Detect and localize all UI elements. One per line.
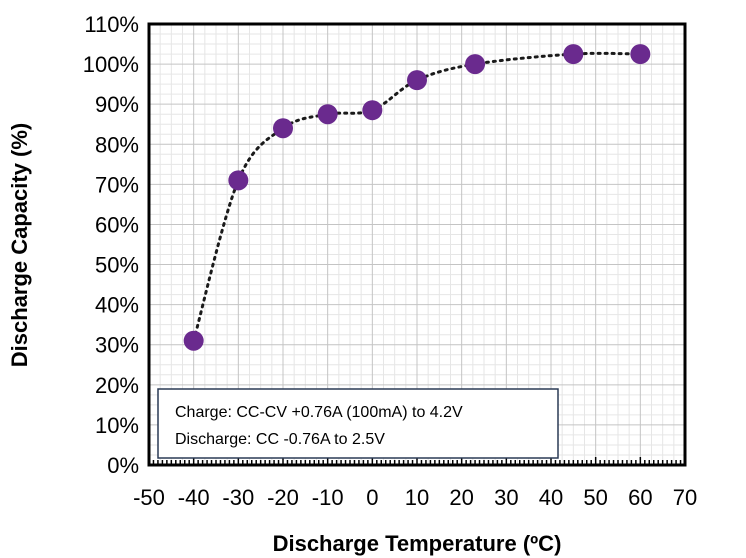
x-tick-label: 60 — [628, 485, 652, 510]
y-tick-label: 40% — [95, 293, 139, 318]
annotation-box: Charge: CC-CV +0.76A (100mA) to 4.2V Dis… — [157, 388, 559, 459]
y-tick-label: 90% — [95, 92, 139, 117]
data-point — [407, 70, 427, 91]
data-point — [183, 330, 204, 351]
y-tick-label: 50% — [95, 253, 139, 278]
x-tick-label: -30 — [222, 485, 254, 510]
x-tick-label: 20 — [449, 485, 473, 510]
x-tick-labels: -50 -40 -30 -20 -10 0 10 20 30 40 50 60 70 — [133, 485, 697, 510]
y-tick-label: 30% — [95, 333, 139, 358]
y-axis-title: Discharge Capacity (%) — [7, 123, 32, 368]
y-tick-label: 100% — [83, 52, 139, 77]
x-tick-label: -40 — [178, 485, 210, 510]
x-tick-label: 30 — [494, 485, 518, 510]
y-tick-label: 80% — [95, 132, 139, 157]
data-point — [317, 104, 338, 125]
y-tick-label: 60% — [95, 212, 139, 237]
y-tick-label: 10% — [95, 413, 139, 438]
x-tick-label: 50 — [583, 485, 607, 510]
annotation-discharge: Discharge: CC -0.76A to 2.5V — [175, 431, 385, 448]
y-tick-label: 110% — [84, 12, 139, 37]
data-point — [563, 44, 584, 65]
x-tick-label: 70 — [673, 485, 697, 510]
data-point — [228, 170, 249, 191]
data-point — [465, 54, 486, 75]
x-tick-label: -50 — [133, 485, 165, 510]
y-tick-label: 70% — [95, 172, 139, 197]
x-tick-label: 40 — [539, 485, 563, 510]
x-tick-label: 0 — [366, 485, 378, 510]
data-points — [183, 44, 651, 351]
y-tick-label: 0% — [107, 453, 139, 478]
data-point — [362, 100, 383, 121]
x-axis-title: Discharge Temperature (ºC) — [273, 531, 562, 556]
y-tick-labels: 0% 10% 20% 30% 40% 50% 60% 70% 80% 90% 100% 110% — [83, 12, 139, 478]
annotation-charge: Charge: CC-CV +0.76A (100mA) to 4.2V — [175, 404, 463, 421]
x-axis-minor-ticks — [148, 457, 686, 465]
x-tick-label: -10 — [312, 485, 344, 510]
x-tick-label: 10 — [405, 485, 429, 510]
data-point — [273, 118, 293, 139]
y-tick-label: 20% — [95, 373, 139, 398]
data-point — [630, 44, 651, 65]
x-tick-label: -20 — [267, 485, 299, 510]
